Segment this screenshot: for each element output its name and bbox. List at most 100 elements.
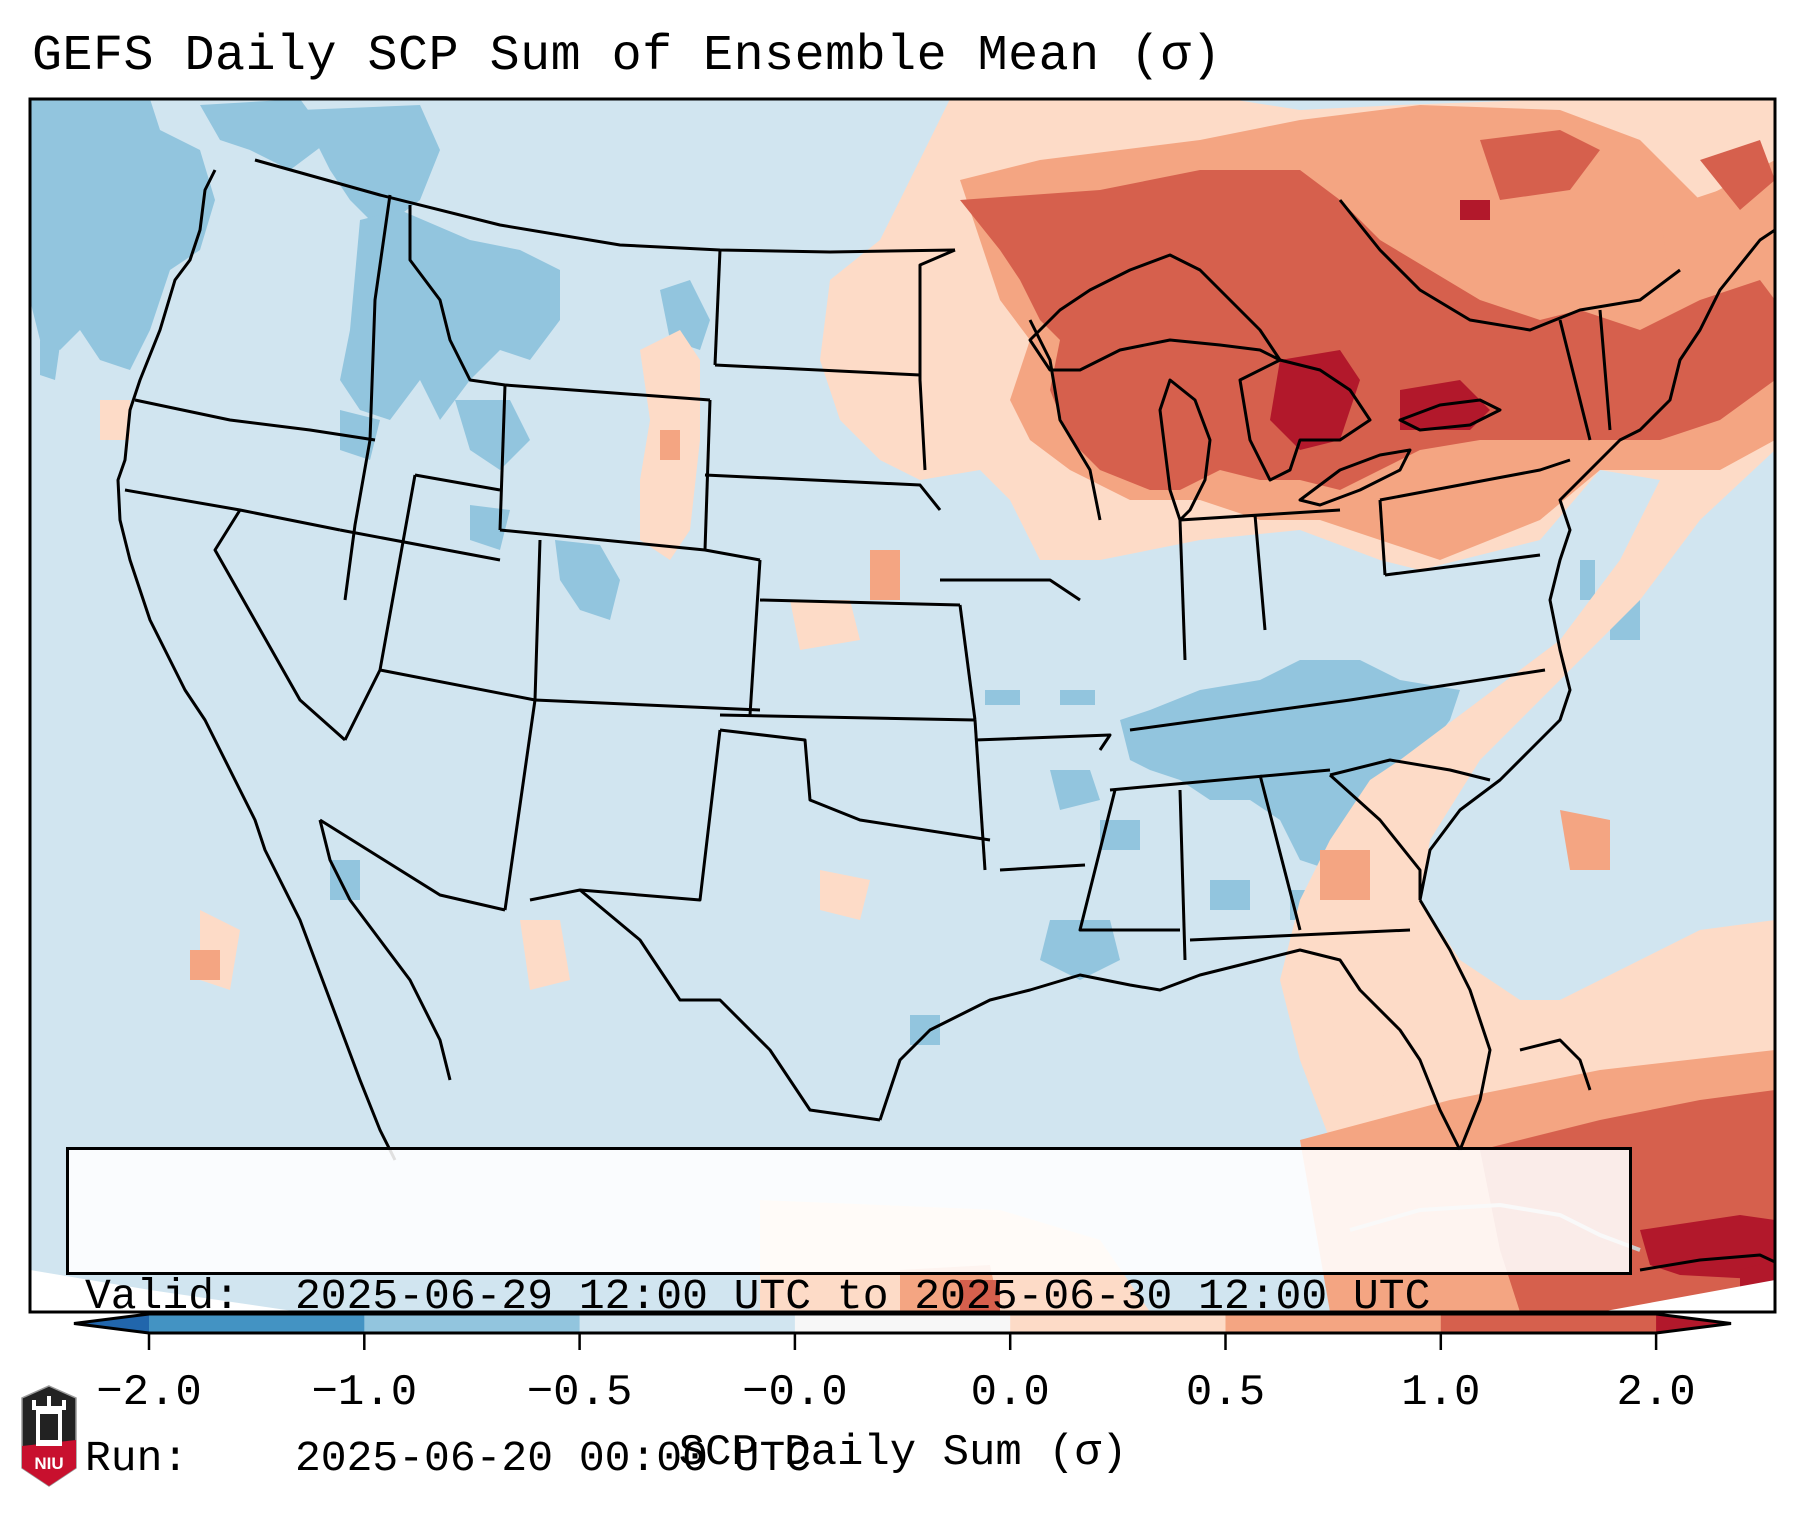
border-nm-tx	[529, 729, 722, 902]
colorbar-bin	[149, 1314, 365, 1333]
border-id-ut	[414, 473, 501, 492]
border-nd-mn	[918, 248, 956, 471]
border-id-wy	[498, 384, 507, 531]
border-mn-wi	[1028, 319, 1102, 521]
border-mt-nd	[713, 249, 722, 366]
logo-text: NIU	[34, 1454, 63, 1473]
coastline-east	[1418, 228, 1775, 901]
colorbar-bin	[794, 1314, 1011, 1333]
colorbar-tick-label: 0.5	[1185, 1368, 1266, 1418]
border-co-nm	[534, 698, 761, 712]
coastline-florida-east	[1418, 899, 1492, 1151]
border-ga-fl	[1189, 928, 1411, 942]
border-or-nv	[339, 528, 501, 562]
run-value: 2025-06-20 00:00 UTC	[295, 1434, 812, 1483]
border-mo-ar	[974, 733, 1112, 751]
border-id-mt	[408, 205, 506, 387]
border-az-nm	[503, 699, 537, 911]
border-ar-la	[999, 863, 1086, 872]
colorbar-tick-label: −1.0	[311, 1368, 418, 1418]
valid-label: Valid:	[85, 1272, 240, 1321]
projection-edge-right	[1600, 1280, 1775, 1312]
colorbar	[73, 1312, 1732, 1350]
chart-title: GEFS Daily SCP Sum of Ensemble Mean (σ)	[32, 28, 1222, 85]
logo-spire-right	[62, 1400, 66, 1410]
border-ca-nv	[213, 509, 346, 742]
map-field	[30, 99, 1775, 1312]
colorbar-bin	[1225, 1314, 1442, 1333]
logo-tower-windows	[40, 1414, 58, 1440]
valid-value: 2025-06-29 12:00 UTC to 2025-06-30 12:00…	[295, 1272, 1431, 1321]
logo-red-band	[22, 1440, 76, 1486]
info-box: Valid: 2025-06-29 12:00 UTC to 2025-06-3…	[66, 1147, 1632, 1483]
border-nc-sc	[1329, 758, 1491, 782]
border-vt-nh	[1598, 309, 1612, 431]
border-ok-tx	[719, 728, 991, 842]
coastline-bahamas	[1519, 1038, 1592, 1091]
coastline-cuba-hispaniola	[1639, 1253, 1775, 1272]
border-wa-id	[368, 194, 392, 441]
colorbar-tick-label: 0.0	[970, 1368, 1050, 1418]
niu-logo: NIU	[21, 1385, 77, 1487]
border-ut-az	[379, 668, 536, 702]
map-panel	[28, 97, 1777, 1350]
lake-huron	[1238, 358, 1372, 482]
border-canada-us	[254, 158, 956, 254]
coastline-west	[116, 169, 397, 1161]
border-ms	[1078, 789, 1180, 932]
border-id-or	[343, 439, 372, 601]
lake-michigan	[1158, 378, 1212, 522]
border-ms-al	[1178, 789, 1187, 961]
border-canada-east	[1338, 199, 1681, 332]
lake-erie	[1298, 448, 1412, 507]
border-ga-sc	[1328, 773, 1422, 900]
border-pa-south	[1384, 553, 1541, 577]
colorbar-bin	[1440, 1314, 1657, 1333]
border-tn-south	[1109, 768, 1331, 792]
colorbar-tick-label: −2.0	[96, 1368, 202, 1418]
info-row-run: Run: 2025-06-20 00:00 UTC	[85, 1432, 1613, 1486]
border-tx-mexico	[579, 888, 881, 1122]
border-az-mexico	[319, 818, 506, 912]
border-co-ks	[748, 559, 762, 716]
geographic-boundaries	[116, 158, 1775, 1272]
colorbar-extend-under	[74, 1314, 149, 1333]
border-wa-or	[134, 398, 376, 442]
logo-spire-center	[47, 1396, 51, 1408]
border-ny-vt	[1558, 319, 1592, 441]
info-row-valid: Valid: 2025-06-29 12:00 UTC to 2025-06-3…	[85, 1270, 1613, 1324]
colorbar-label: SCP Daily Sum (σ)	[678, 1428, 1128, 1478]
projection-edge-left	[30, 1270, 300, 1312]
border-tn-ky	[1129, 668, 1546, 732]
colorbar-tick-label: −0.0	[742, 1368, 848, 1418]
map-frame	[28, 97, 1777, 1314]
border-il-in	[1178, 519, 1187, 661]
colorbar-bin	[364, 1314, 581, 1333]
lake-ontario	[1398, 398, 1502, 432]
coastline-gulf	[878, 948, 1462, 1151]
border-wy-co	[499, 528, 761, 562]
border-sd-ne	[704, 473, 942, 511]
border-in-oh	[1253, 514, 1267, 631]
border-ks-ok	[719, 713, 976, 722]
border-oh-pa	[1378, 499, 1387, 576]
border-ut-co	[533, 539, 542, 701]
coastline-baja-gulf	[318, 819, 452, 1081]
border-mt-wy	[504, 383, 711, 402]
border-al-ga	[1258, 774, 1302, 931]
border-ok-ar	[973, 719, 987, 871]
border-ne-ks	[759, 598, 961, 607]
colorbar-tick-label: 2.0	[1616, 1368, 1696, 1418]
logo-spire-left	[32, 1400, 36, 1410]
border-ia-mo	[940, 578, 1081, 602]
colorbar-bin	[579, 1314, 796, 1333]
lake-superior	[1028, 253, 1282, 372]
border-pa-ny	[1379, 458, 1571, 502]
colorbar-tick-label: 1.0	[1401, 1368, 1481, 1418]
colorbar-bin	[1010, 1314, 1226, 1333]
border-ks-mo	[958, 604, 977, 721]
colorbar-extend-over	[1656, 1314, 1731, 1333]
colorbar-tick-label: −0.5	[526, 1368, 633, 1418]
border-mi-in-oh	[1179, 508, 1341, 522]
border-nd-sd	[714, 363, 921, 377]
